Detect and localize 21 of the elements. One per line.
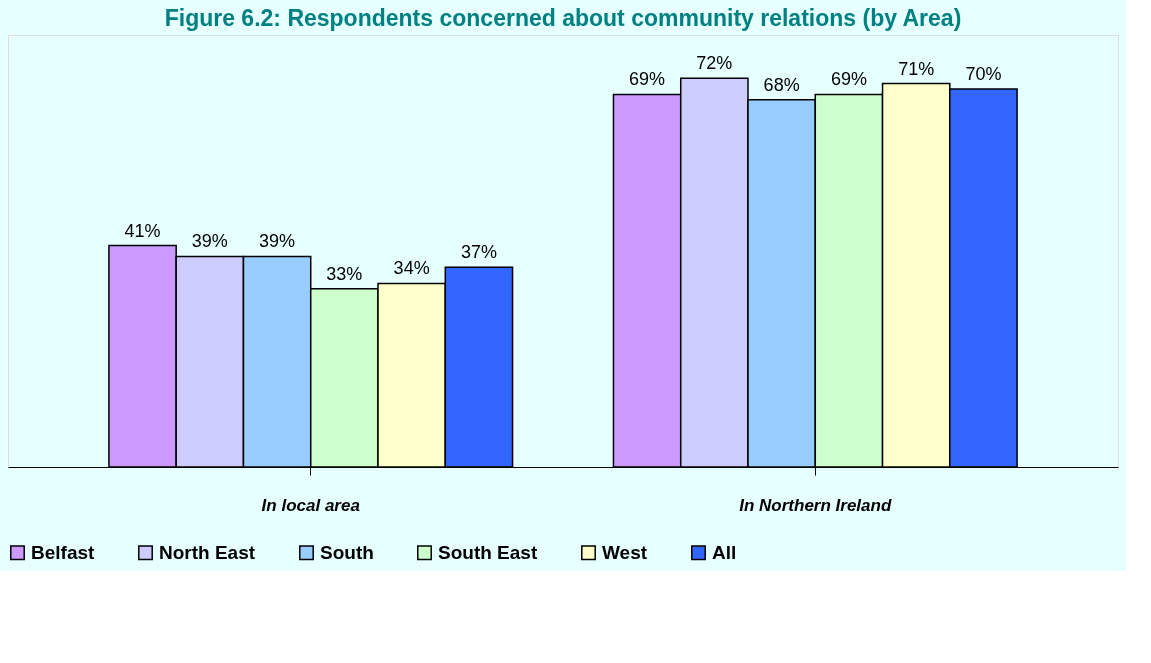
legend-label: North East bbox=[159, 541, 256, 563]
data-label: 72% bbox=[696, 53, 733, 74]
data-label: 37% bbox=[460, 242, 497, 263]
legend-label: Belfast bbox=[31, 541, 96, 563]
chart-title: Figure 6.2: Respondents concerned about community relations (by Area) bbox=[164, 5, 962, 31]
data-label: 34% bbox=[393, 258, 430, 279]
data-label: 69% bbox=[629, 69, 666, 90]
legend-label: All bbox=[712, 541, 737, 563]
data-label: 39% bbox=[191, 231, 228, 252]
data-label: 70% bbox=[965, 64, 1002, 84]
data-label: 69% bbox=[830, 69, 867, 90]
legend-label: West bbox=[602, 541, 648, 563]
data-label: 41% bbox=[124, 220, 161, 241]
data-label: 68% bbox=[763, 74, 800, 95]
legend-label: South East bbox=[438, 541, 538, 563]
data-label: 33% bbox=[326, 263, 363, 284]
data-label: 39% bbox=[259, 231, 296, 252]
x-tick-label: In local area bbox=[261, 495, 360, 515]
legend-label: South bbox=[320, 541, 374, 563]
x-tick-label: In Northern Ireland bbox=[739, 495, 892, 515]
data-label: 71% bbox=[898, 58, 935, 79]
